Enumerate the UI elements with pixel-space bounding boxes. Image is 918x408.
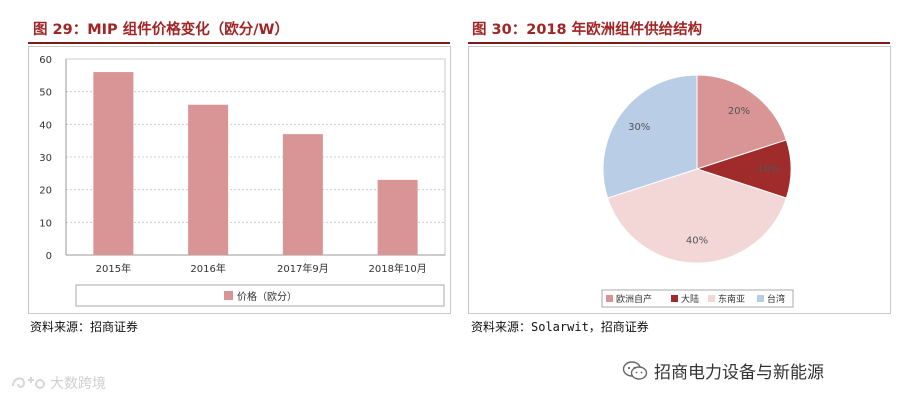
legend-box [601,289,794,308]
legend-label: 东南亚 [718,293,745,305]
x-tick-label: 2015年 [96,262,131,275]
bar-chart: 0 10 20 30 40 50 60 2015年 2016年 2017年9月 2018年10月价格… [39,55,446,307]
legend-swatch [708,295,715,302]
right-source-note: 资料来源：Solarwit，招商证券 [471,320,649,334]
right-title-rule [468,42,890,44]
legend-label: 欧洲自产 [616,293,652,305]
pie-slice [696,74,788,170]
legend-swatch [606,295,613,302]
y-tick-label: 60 [39,55,52,66]
wechat-account-name: 招商电力设备与新能源 [654,363,824,383]
legend-swatch [224,291,233,300]
bar-chart-title: 图 29：MIP 组件价格变化（欧分/W） [33,22,290,38]
bar [188,104,229,255]
pie-chart: 20% 10% 40% 30% 欧洲自产 大陆 东南亚 台湾 [601,74,794,308]
bar [377,179,418,255]
y-tick-label: 30 [39,153,52,164]
y-tick-label: 0 [46,251,52,262]
legend-swatch [671,295,678,302]
y-tick-label: 10 [39,218,52,229]
pie-slice [606,168,788,264]
legend-label: 大陆 [681,293,699,305]
pie-chart-frame: 20% 10% 40% 30% 欧洲自产 大陆 东南亚 台湾 [468,46,891,314]
legend-label: 台湾 [767,293,785,305]
x-tick-label: 2016年 [190,262,225,275]
legend-label: 价格（欧分） [237,290,297,303]
pie-data-label: 20% [728,106,750,117]
swirl-logo-icon [12,377,45,389]
wechat-watermark: 招商电力设备与新能源 [622,358,824,383]
x-tick-label: 2018年10月 [369,262,427,275]
bar [282,134,323,255]
left-source-note: 资料来源：招商证券 [30,320,139,334]
pie-data-label: 30% [628,122,650,133]
brand-watermark-text: 大数跨境 [50,376,106,392]
legend-swatch [757,295,764,302]
wechat-icon [622,360,648,380]
pie-data-label: 40% [686,235,708,246]
bar [93,72,134,255]
pie-slice [602,74,698,199]
left-title-rule [28,42,450,44]
y-tick-label: 20 [39,186,52,197]
x-tick-label: 2017年9月 [277,262,329,275]
brand-watermark: 大数跨境 [10,372,106,394]
y-tick-label: 40 [39,120,52,131]
pie-data-label: 10% [757,164,779,175]
pie-chart-title: 图 30：2018 年欧洲组件供给结构 [472,22,703,38]
bar-chart-frame: 0 10 20 30 40 50 60 2015年 2016年 2017年9月 2018年10月价格… [28,46,451,314]
y-tick-label: 50 [39,88,52,99]
legend-box [75,284,445,307]
